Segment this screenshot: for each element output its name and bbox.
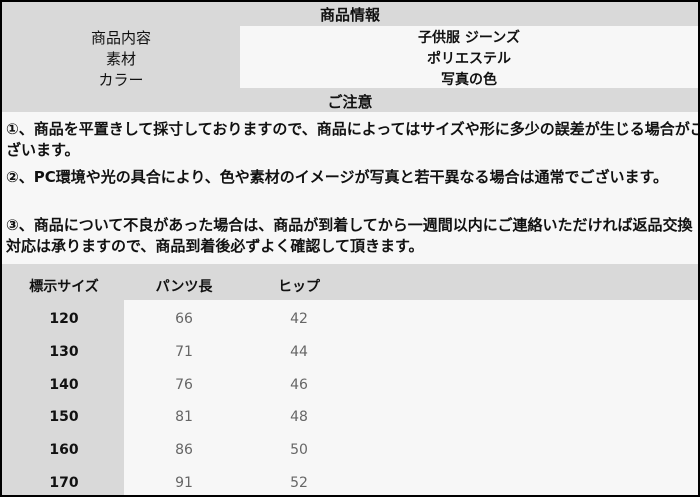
size-value: 91	[175, 475, 193, 491]
product-value: ポリエステル	[427, 51, 511, 67]
notice-item: ①、商品を平置きして採寸しておりますので、商品によってはサイズや形に多少の誤差が…	[6, 120, 700, 159]
size-value: 86	[175, 442, 193, 459]
product-value: 写真の色	[441, 72, 497, 88]
size-value: 42	[290, 311, 308, 327]
notice-item: ③、商品について不良があった場合は、商品が到着してから一週間以内にご連絡いただけ…	[6, 216, 693, 255]
product-label: 素材	[105, 50, 136, 68]
size-value: 46	[290, 376, 308, 393]
size-value: 52	[290, 475, 308, 491]
size-label: 130	[49, 343, 79, 360]
value-panel	[240, 26, 698, 88]
product-label: カラー	[98, 71, 144, 89]
size-label: 160	[49, 442, 79, 459]
size-label: 140	[49, 376, 79, 393]
size-label: 150	[49, 409, 79, 426]
size-value: 44	[290, 343, 308, 360]
size-value: 50	[290, 442, 308, 459]
column-header: パンツ長	[155, 279, 213, 295]
product-value: 子供服 ジーンズ	[418, 30, 520, 46]
size-value: 76	[175, 376, 193, 393]
size-panel	[124, 300, 698, 495]
notice-item: ②、PC環境や光の具合により、色や素材のイメージが写真と若干異なる場合は通常でご…	[6, 168, 669, 186]
size-value: 66	[175, 311, 193, 327]
size-value: 48	[290, 409, 308, 426]
column-header: 標示サイズ	[29, 279, 99, 295]
notice-panel	[2, 112, 698, 264]
column-header: ヒップ	[278, 279, 320, 295]
size-label: 120	[49, 311, 79, 327]
notice-title: ご注意	[327, 93, 373, 111]
size-label: 170	[49, 475, 79, 491]
size-value: 71	[175, 343, 193, 360]
size-value: 81	[175, 409, 193, 426]
section-title: 商品情報	[319, 6, 380, 24]
product-label: 商品内容	[90, 29, 151, 47]
